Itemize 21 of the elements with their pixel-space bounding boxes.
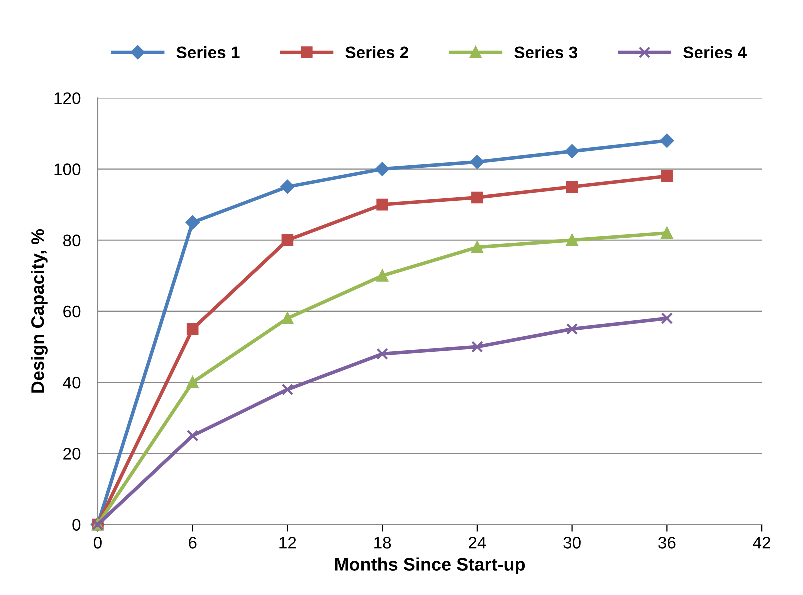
x-tick-label: 0 xyxy=(94,537,102,549)
y-tick-label: 0 xyxy=(72,519,81,531)
y-tick-label: 60 xyxy=(64,306,81,318)
y-tick-label: 20 xyxy=(64,448,81,460)
x-tick-label: 36 xyxy=(658,537,676,549)
legend-label: Series 2 xyxy=(346,46,409,59)
x-tick-label: 12 xyxy=(280,537,296,549)
y-tick-label: 40 xyxy=(63,376,81,389)
x-tick-label: 6 xyxy=(189,537,197,549)
x-tick-label: 30 xyxy=(564,537,581,549)
x-tick-label: 42 xyxy=(753,537,770,549)
legend-label: Series 3 xyxy=(514,46,578,59)
legend-label: Series 4 xyxy=(684,46,747,59)
y-axis-title: Design Capacity, % xyxy=(31,229,48,393)
y-tick-label: 120 xyxy=(54,92,81,104)
y-tick-label: 80 xyxy=(63,234,81,247)
x-tick-label: 18 xyxy=(374,537,392,549)
legend-label: Series 1 xyxy=(176,46,240,59)
y-tick-label: 100 xyxy=(54,164,81,176)
x-axis-title: Months Since Start-up xyxy=(335,558,526,575)
x-tick-label: 24 xyxy=(469,537,486,549)
